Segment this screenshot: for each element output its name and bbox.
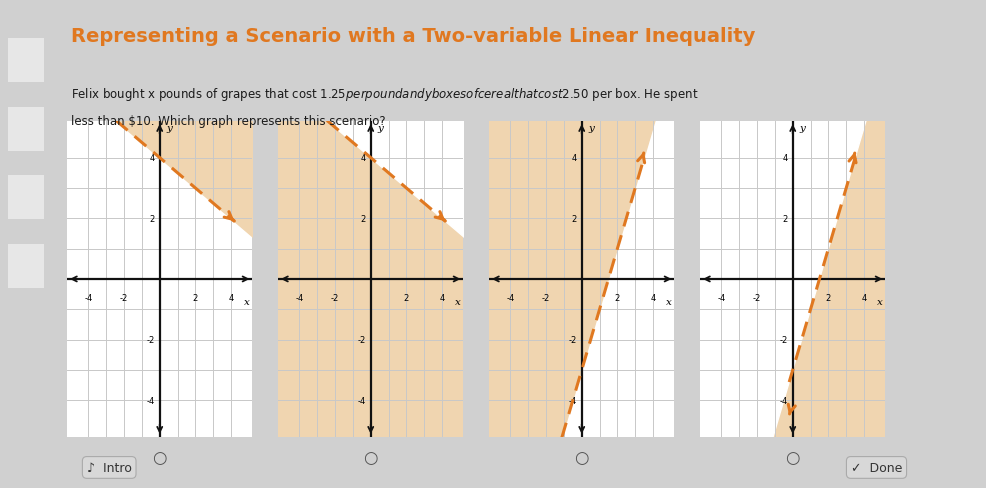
Bar xyxy=(8,176,43,220)
Text: ♪  Intro: ♪ Intro xyxy=(87,461,132,474)
Text: 2: 2 xyxy=(361,214,366,224)
Text: -2: -2 xyxy=(147,335,155,345)
Text: 4: 4 xyxy=(229,293,234,302)
Text: -2: -2 xyxy=(780,335,788,345)
Text: Felix bought x pounds of grapes that cost $1.25 per pound and y boxes of cereal : Felix bought x pounds of grapes that cos… xyxy=(71,85,698,102)
Text: 4: 4 xyxy=(651,293,656,302)
Text: -2: -2 xyxy=(753,293,761,302)
Text: 2: 2 xyxy=(192,293,198,302)
Text: 2: 2 xyxy=(783,214,788,224)
Text: 2: 2 xyxy=(150,214,155,224)
Text: x: x xyxy=(456,298,461,306)
Text: -2: -2 xyxy=(331,293,339,302)
Text: 4: 4 xyxy=(150,154,155,163)
Text: x: x xyxy=(878,298,883,306)
Text: ○: ○ xyxy=(575,448,589,466)
Text: x: x xyxy=(667,298,672,306)
Text: -4: -4 xyxy=(296,293,304,302)
Text: -4: -4 xyxy=(147,396,155,405)
Text: ○: ○ xyxy=(786,448,800,466)
Text: -4: -4 xyxy=(85,293,93,302)
Text: -4: -4 xyxy=(718,293,726,302)
Text: x: x xyxy=(245,298,250,306)
Text: ✓  Done: ✓ Done xyxy=(851,461,902,474)
Text: 4: 4 xyxy=(361,154,366,163)
Text: less than $10. Which graph represents this scenario?: less than $10. Which graph represents th… xyxy=(71,115,386,128)
Text: 4: 4 xyxy=(783,154,788,163)
Bar xyxy=(8,107,43,151)
Text: 2: 2 xyxy=(825,293,831,302)
Text: 4: 4 xyxy=(862,293,867,302)
Text: -4: -4 xyxy=(569,396,577,405)
Text: 2: 2 xyxy=(572,214,577,224)
Text: 2: 2 xyxy=(403,293,409,302)
Text: -4: -4 xyxy=(780,396,788,405)
Text: y: y xyxy=(166,123,172,133)
Text: y: y xyxy=(377,123,383,133)
Text: -2: -2 xyxy=(358,335,366,345)
Text: -2: -2 xyxy=(542,293,550,302)
Bar xyxy=(8,244,43,288)
Text: y: y xyxy=(588,123,594,133)
Text: -2: -2 xyxy=(569,335,577,345)
Text: 2: 2 xyxy=(614,293,620,302)
Text: y: y xyxy=(799,123,805,133)
Text: ○: ○ xyxy=(364,448,378,466)
Text: 4: 4 xyxy=(440,293,445,302)
Text: 4: 4 xyxy=(572,154,577,163)
Bar xyxy=(8,39,43,83)
Text: -4: -4 xyxy=(358,396,366,405)
Text: -2: -2 xyxy=(120,293,128,302)
Text: ○: ○ xyxy=(153,448,167,466)
Text: -4: -4 xyxy=(507,293,515,302)
Text: Representing a Scenario with a Two-variable Linear Inequality: Representing a Scenario with a Two-varia… xyxy=(71,27,755,46)
